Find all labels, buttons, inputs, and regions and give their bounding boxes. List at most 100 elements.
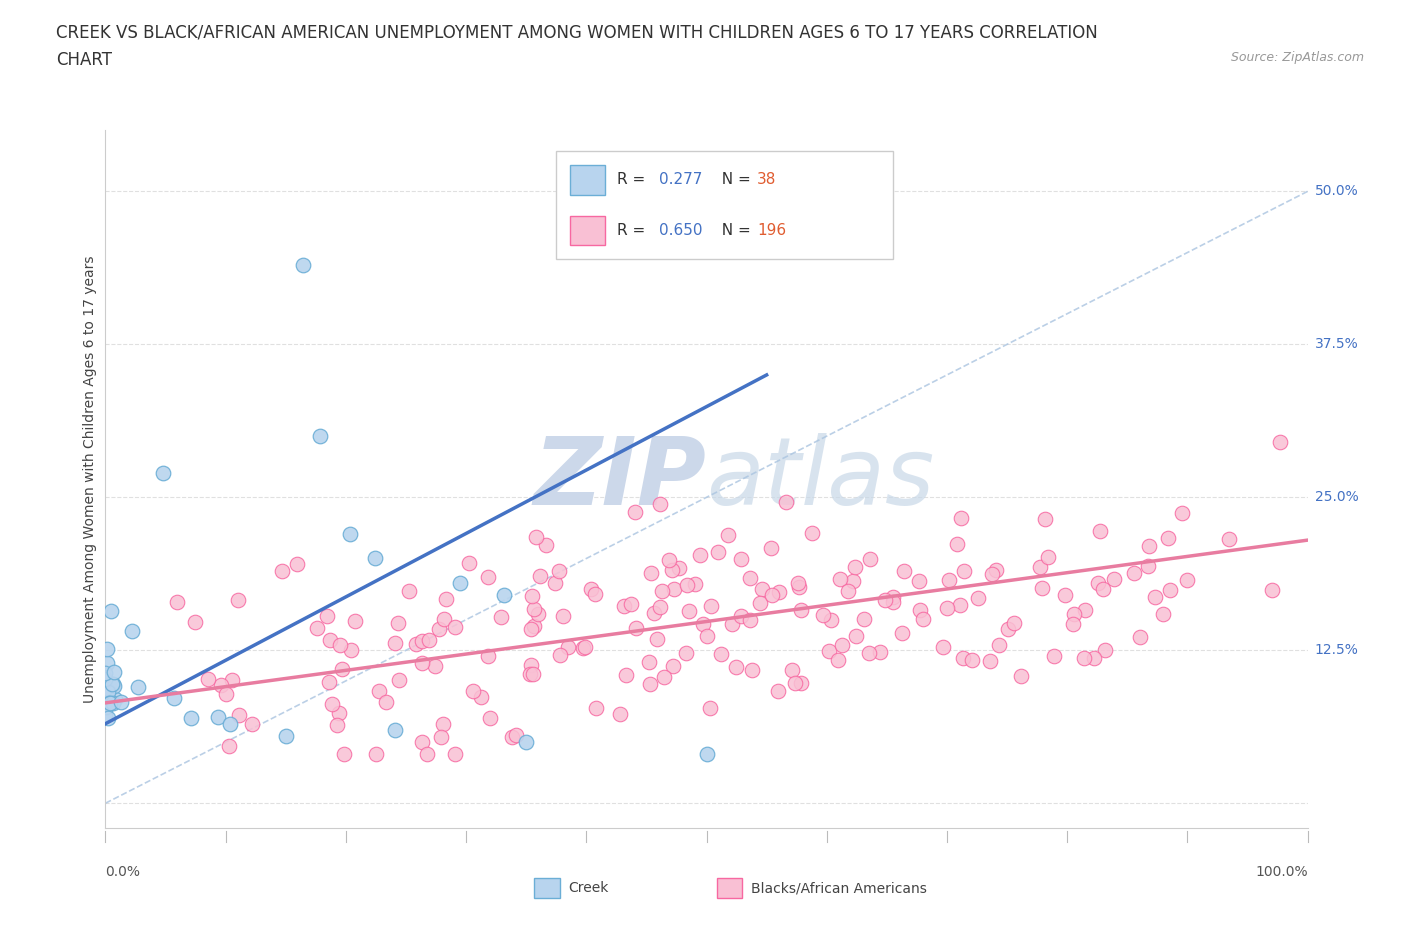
Point — [271, 564, 294, 578]
Text: 0.650: 0.650 — [659, 223, 703, 238]
Point — [949, 511, 972, 525]
Point — [388, 672, 411, 687]
Point — [411, 735, 433, 750]
Point — [1152, 606, 1174, 621]
Point — [97, 695, 120, 710]
Point — [104, 692, 127, 707]
Point — [787, 579, 810, 594]
Point — [366, 747, 388, 762]
Point — [579, 581, 602, 596]
Text: 25.0%: 25.0% — [1315, 490, 1358, 504]
Point — [430, 729, 453, 744]
Point — [676, 578, 699, 593]
Point — [226, 592, 249, 607]
Point — [893, 564, 915, 578]
Point — [637, 655, 659, 670]
Point — [444, 747, 467, 762]
Point — [444, 620, 467, 635]
Point — [585, 701, 607, 716]
Point — [368, 684, 391, 698]
Point — [330, 661, 353, 676]
Point — [180, 711, 202, 725]
Point — [240, 717, 263, 732]
Point — [329, 638, 352, 653]
Point — [101, 696, 124, 711]
Point — [557, 640, 579, 655]
Point — [96, 642, 118, 657]
Point — [1218, 531, 1240, 546]
Point — [411, 634, 433, 649]
Point — [94, 700, 117, 715]
Point — [831, 637, 853, 652]
Point — [699, 700, 721, 715]
Point — [501, 729, 523, 744]
Point — [1036, 550, 1059, 565]
Point — [981, 566, 1004, 581]
Point — [524, 529, 547, 544]
Point — [398, 583, 420, 598]
Point — [730, 609, 752, 624]
Point — [1144, 590, 1167, 604]
Point — [110, 694, 132, 709]
Text: N =: N = — [713, 223, 756, 238]
Point — [103, 665, 125, 680]
Point — [932, 639, 955, 654]
Point — [751, 581, 773, 596]
Point — [613, 598, 636, 613]
Point — [827, 653, 849, 668]
Point — [1087, 576, 1109, 591]
Point — [425, 658, 447, 673]
Point — [678, 604, 700, 618]
Y-axis label: Unemployment Among Women with Children Ages 6 to 17 years: Unemployment Among Women with Children A… — [83, 255, 97, 703]
Text: 100.0%: 100.0% — [1256, 865, 1308, 879]
Point — [986, 563, 1008, 578]
Point — [553, 609, 575, 624]
Point — [416, 747, 439, 762]
Point — [94, 671, 117, 686]
Point — [418, 632, 440, 647]
Point — [706, 544, 728, 559]
Point — [318, 632, 340, 647]
Point — [624, 504, 647, 519]
Point — [218, 738, 240, 753]
Point — [652, 670, 675, 684]
Text: CHART: CHART — [56, 51, 112, 69]
Point — [505, 727, 527, 742]
Point — [692, 617, 714, 631]
Point — [434, 591, 457, 606]
Point — [94, 673, 117, 688]
Point — [321, 697, 343, 711]
Point — [717, 527, 740, 542]
Point — [643, 605, 665, 620]
Point — [477, 570, 499, 585]
Point — [811, 608, 834, 623]
Point — [184, 615, 207, 630]
Point — [1029, 559, 1052, 574]
Point — [548, 647, 571, 662]
Point — [1159, 582, 1181, 597]
Point — [662, 581, 685, 596]
Point — [197, 671, 219, 686]
Point — [882, 590, 904, 604]
Point — [433, 612, 456, 627]
Point — [640, 676, 662, 691]
Text: ZIP: ZIP — [534, 433, 707, 525]
Point — [316, 609, 339, 624]
Point — [749, 595, 772, 610]
Point — [620, 596, 643, 611]
Point — [458, 555, 481, 570]
Point — [616, 668, 638, 683]
Point — [477, 648, 499, 663]
Text: 0.277: 0.277 — [659, 172, 702, 188]
Point — [869, 644, 891, 659]
Point — [624, 621, 647, 636]
Point — [207, 710, 229, 724]
Point — [786, 576, 808, 591]
Text: Source: ZipAtlas.com: Source: ZipAtlas.com — [1230, 51, 1364, 64]
Point — [910, 603, 932, 618]
Point — [221, 672, 243, 687]
Point — [661, 563, 683, 578]
Point — [662, 658, 685, 673]
Point — [384, 636, 406, 651]
Point — [1031, 581, 1053, 596]
